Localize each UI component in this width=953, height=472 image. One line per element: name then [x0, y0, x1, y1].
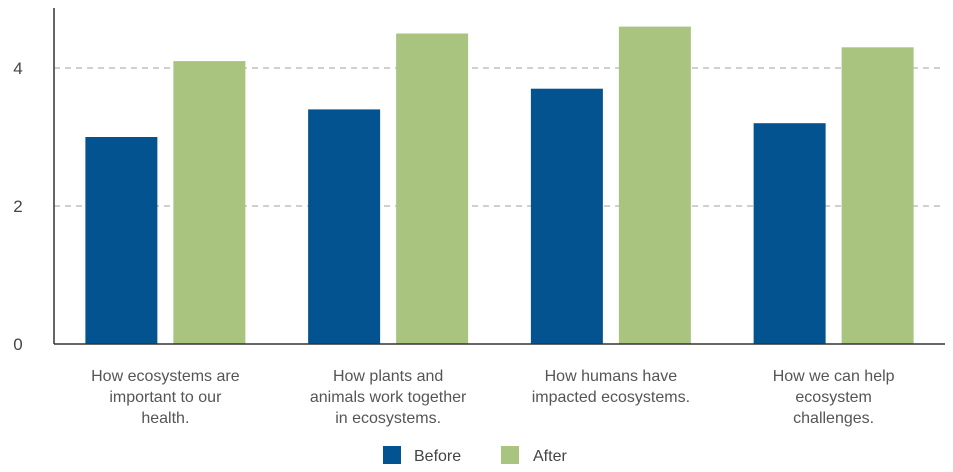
- y-tick-label: 2: [13, 197, 22, 216]
- bar-after: [396, 33, 469, 344]
- category-label-line: ecosystem: [795, 389, 871, 406]
- category-label: How plants and animals work together in ec…: [310, 368, 467, 427]
- category-label-line: How humans have: [545, 368, 678, 385]
- bar-after: [618, 26, 691, 344]
- bar-before: [85, 137, 158, 344]
- bar-after: [841, 47, 914, 345]
- category-label-line: challenges.: [793, 410, 874, 427]
- category-label-line: How we can help: [773, 368, 895, 385]
- bar-before: [308, 109, 381, 345]
- category-label-line: animals work together: [310, 389, 467, 406]
- y-tick-labels: 0 2 4: [13, 59, 22, 354]
- bars: [85, 26, 914, 345]
- category-label: How humans have impacted ecosystems.: [532, 368, 690, 406]
- category-label-line: important to our: [109, 389, 222, 406]
- legend-swatch-before: [383, 446, 401, 464]
- legend-swatch-after: [501, 446, 519, 464]
- category-label: How we can help ecosystem challenges.: [773, 368, 895, 427]
- category-label-line: How plants and: [333, 368, 443, 385]
- category-label: How ecosystems are important to our health…: [91, 368, 240, 427]
- category-label-line: in ecosystems.: [335, 410, 441, 427]
- category-label-line: impacted ecosystems.: [532, 389, 690, 406]
- category-label-line: health.: [141, 410, 189, 427]
- bar-before: [753, 123, 826, 344]
- y-tick-label: 0: [13, 335, 22, 354]
- legend-label-after: After: [533, 448, 567, 465]
- category-label-line: How ecosystems are: [91, 368, 240, 385]
- legend: Before After: [383, 446, 567, 465]
- category-labels: How ecosystems are important to our health…: [91, 368, 895, 427]
- y-tick-label: 4: [13, 59, 22, 78]
- bar-before: [530, 88, 603, 344]
- axes: [53, 8, 945, 345]
- legend-label-before: Before: [414, 448, 461, 465]
- bar-after: [173, 61, 246, 344]
